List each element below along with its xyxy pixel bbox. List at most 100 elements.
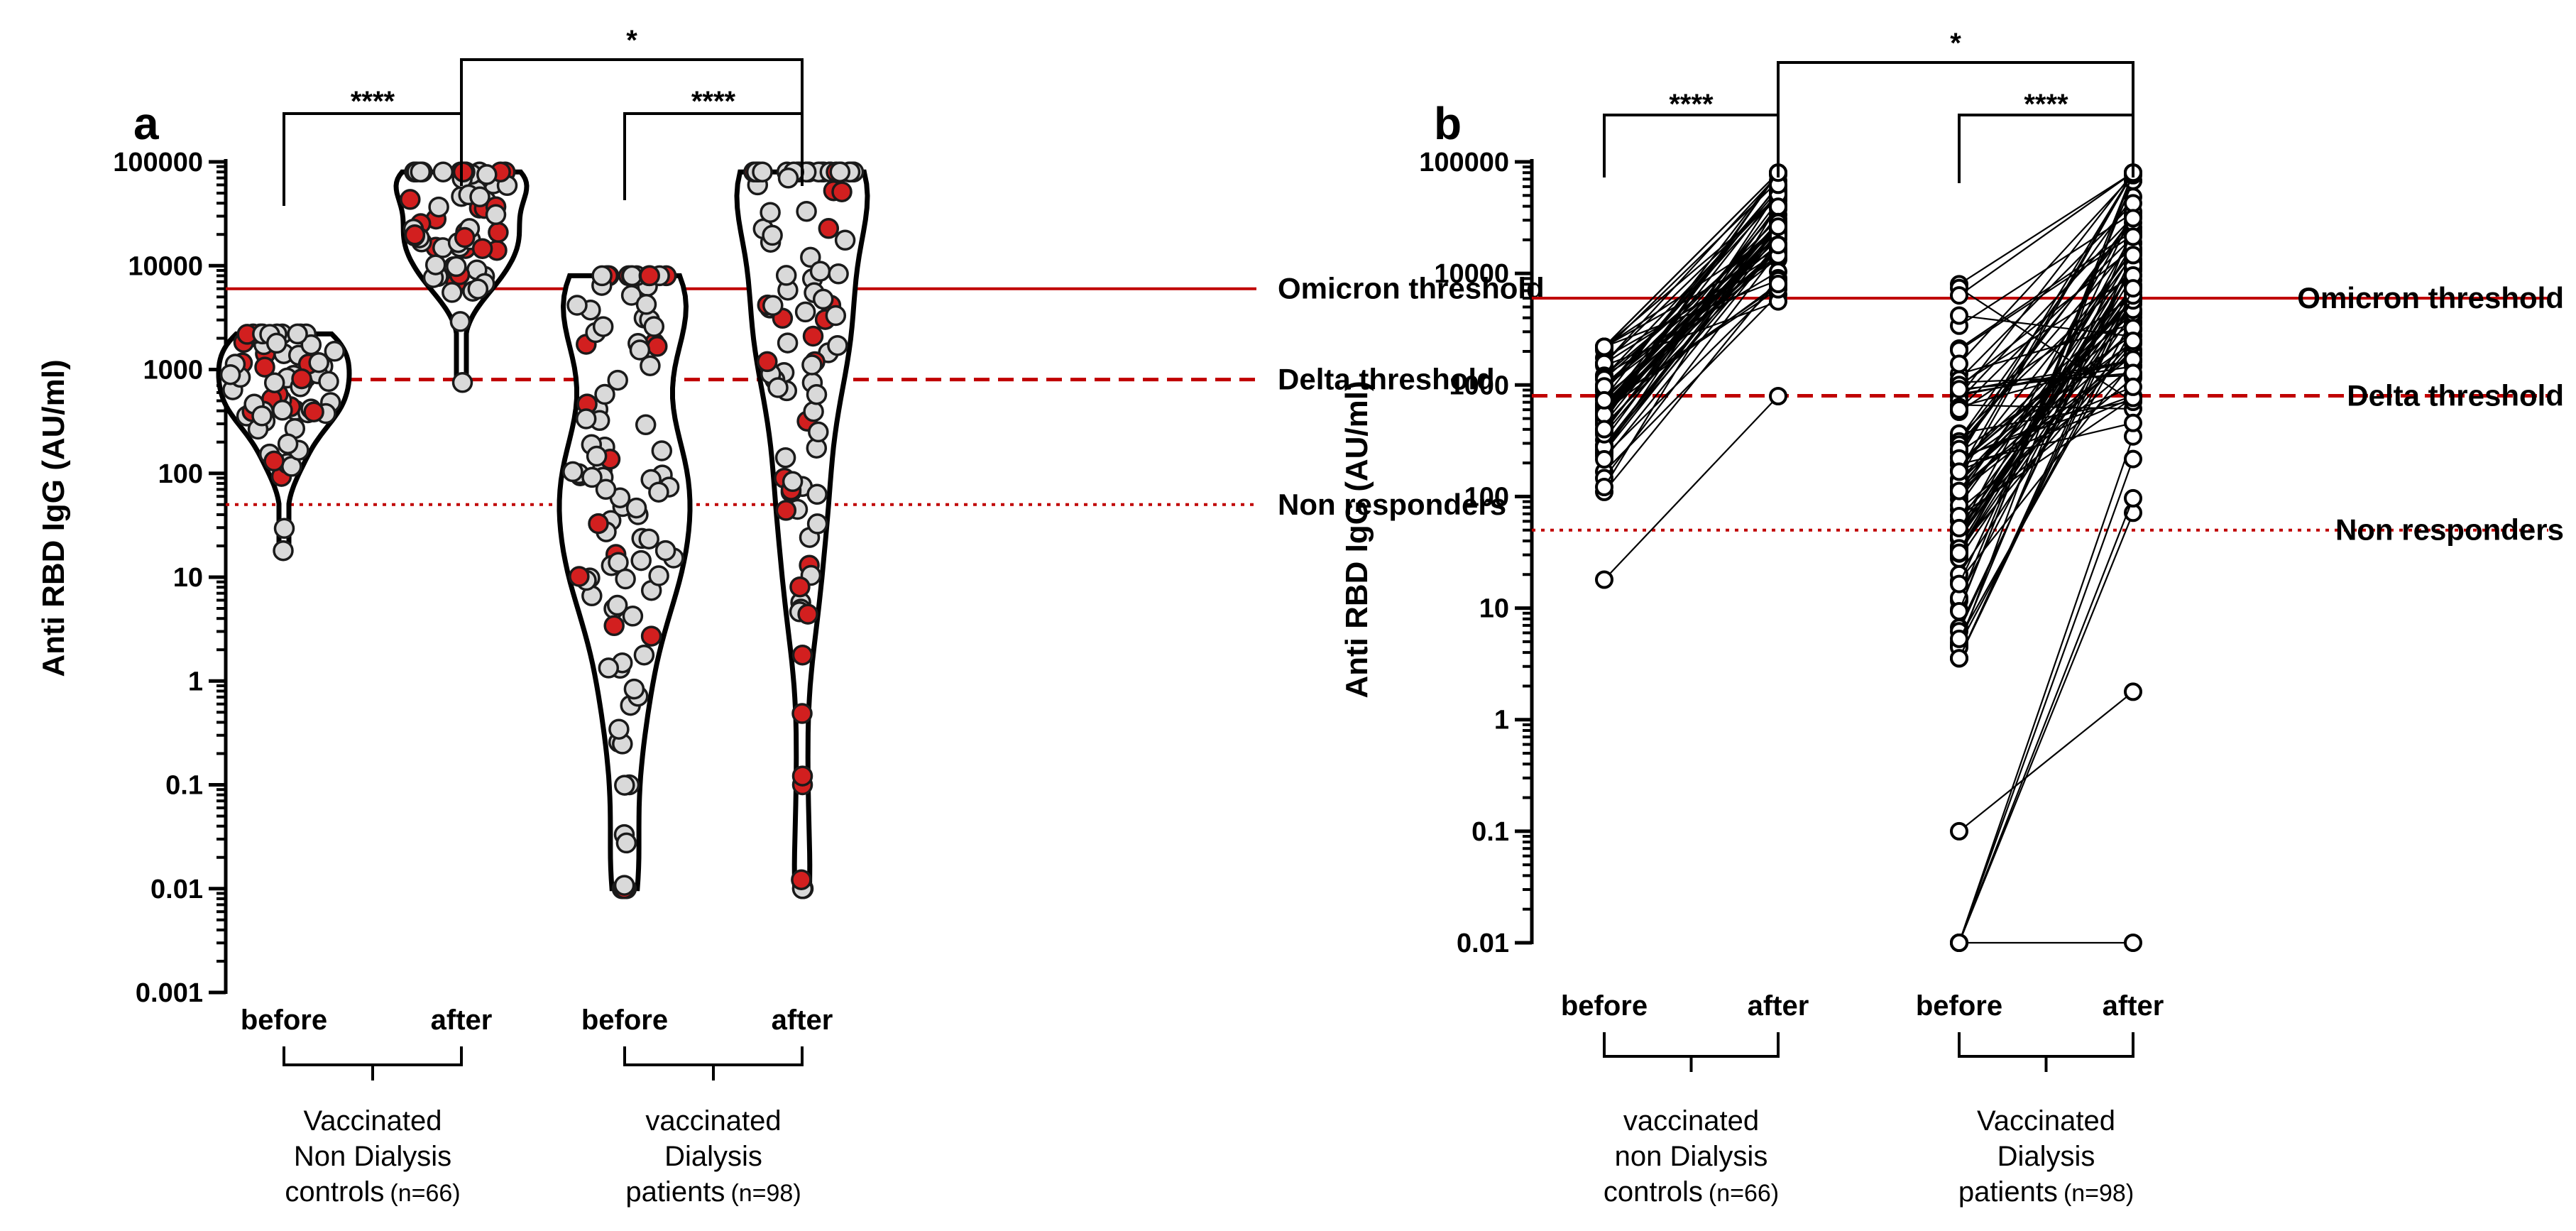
data-point: [613, 875, 635, 896]
data-point-before: [1950, 306, 1968, 325]
paired-line: [1958, 287, 2134, 403]
panel-a-violins: [216, 161, 870, 899]
threshold-label: Non responders: [2335, 513, 2564, 547]
data-point: [796, 200, 817, 222]
panel-b: b Anti RBD IgG (AU/ml) 0.01 0.1 1 10 100 1000…: [1339, 28, 2564, 1208]
data-point: [592, 316, 614, 337]
group-label-line: controls (n=66): [1604, 1176, 1779, 1208]
data-point: [762, 295, 784, 317]
x-category-label: after: [1748, 990, 1809, 1022]
data-point: [308, 351, 329, 373]
paired-line: [1958, 341, 2134, 466]
data-point-after: [2124, 194, 2142, 213]
data-point: [615, 568, 636, 590]
paired-line: [1604, 186, 1779, 390]
data-point: [594, 383, 615, 405]
data-point-before: [1950, 602, 1968, 620]
data-point: [806, 483, 828, 505]
y-tick-label: 0.001: [136, 978, 203, 1008]
group-sample-size: (n=66): [1709, 1180, 1779, 1207]
paired-line: [1604, 278, 1779, 493]
paired-line: [1958, 251, 2134, 471]
group-label-line: vaccinated: [1623, 1105, 1759, 1137]
data-point: [265, 332, 287, 354]
data-point: [424, 254, 446, 275]
x-category-label: after: [431, 1005, 493, 1036]
panel-a-y-axis-label: Anti RBD IgG (AU/ml): [36, 359, 71, 677]
data-point: [808, 421, 829, 443]
data-point-before: [1950, 629, 1968, 648]
data-point-after: [2124, 377, 2142, 396]
group-label-line: Dialysis: [1997, 1141, 2095, 1172]
group-label-line: Non Dialysis: [294, 1141, 451, 1172]
data-point: [802, 325, 824, 347]
y-tick-label: 1000: [1449, 371, 1509, 400]
group-label-line: patients (n=98): [1958, 1176, 2134, 1208]
paired-line: [1958, 300, 2134, 554]
paired-line: [1958, 222, 2134, 442]
paired-line: [1958, 172, 2134, 285]
y-tick-label: 1: [1494, 706, 1509, 735]
paired-line: [1958, 172, 2134, 296]
paired-line: [1604, 248, 1779, 407]
paired-line: [1604, 174, 1779, 364]
data-point: [648, 565, 669, 586]
data-point: [485, 204, 507, 226]
data-point: [410, 161, 432, 182]
data-point: [640, 355, 661, 376]
data-point-before: [1595, 390, 1613, 410]
data-point: [451, 372, 473, 393]
y-tick-label: 0.01: [1457, 929, 1509, 958]
data-point: [831, 181, 853, 202]
paired-line: [1958, 172, 2134, 472]
data-point: [263, 450, 285, 472]
data-point: [598, 657, 620, 679]
y-tick-label: 0.1: [1471, 817, 1509, 847]
data-point: [752, 161, 773, 182]
significance-label: *: [1950, 28, 1961, 59]
data-point: [449, 311, 471, 332]
paired-line: [1604, 226, 1779, 401]
data-point: [620, 285, 642, 306]
paired-line: [1604, 395, 1779, 581]
data-point: [606, 594, 628, 616]
paired-line: [1958, 343, 2134, 549]
data-point: [797, 603, 818, 625]
significance-label: *: [626, 25, 637, 56]
data-point: [595, 478, 617, 500]
paired-line: [1958, 263, 2134, 598]
data-point-before: [1950, 934, 1968, 952]
data-point-after: [2124, 934, 2142, 952]
data-point: [827, 334, 848, 356]
data-point: [428, 196, 449, 218]
data-point: [277, 433, 299, 454]
paired-line: [1958, 498, 2134, 943]
data-point: [794, 301, 816, 323]
paired-line: [1958, 422, 2134, 465]
data-point: [566, 295, 588, 316]
group-bracket: [283, 1046, 463, 1066]
paired-line: [1604, 224, 1779, 380]
data-point: [640, 625, 662, 647]
data-point: [809, 261, 831, 282]
data-point-before: [1950, 462, 1968, 481]
data-point: [800, 246, 821, 268]
data-point: [791, 703, 813, 724]
data-point: [621, 265, 643, 287]
x-category-label: after: [2103, 990, 2164, 1022]
data-point: [581, 466, 603, 488]
paired-line: [1958, 175, 2134, 365]
data-point: [635, 294, 657, 315]
y-tick-label: 1000: [143, 356, 203, 385]
data-point-before: [1595, 570, 1613, 589]
data-point: [454, 226, 476, 248]
data-point: [263, 372, 285, 393]
data-point-after: [1769, 236, 1787, 255]
data-point: [603, 615, 625, 637]
panel-a-significance: **** *****: [283, 25, 804, 206]
data-point: [452, 161, 474, 182]
y-tick-label: 0.1: [165, 771, 203, 801]
data-point: [625, 497, 647, 519]
data-point-before: [1595, 478, 1613, 496]
significance-bracket: [1958, 114, 2134, 183]
